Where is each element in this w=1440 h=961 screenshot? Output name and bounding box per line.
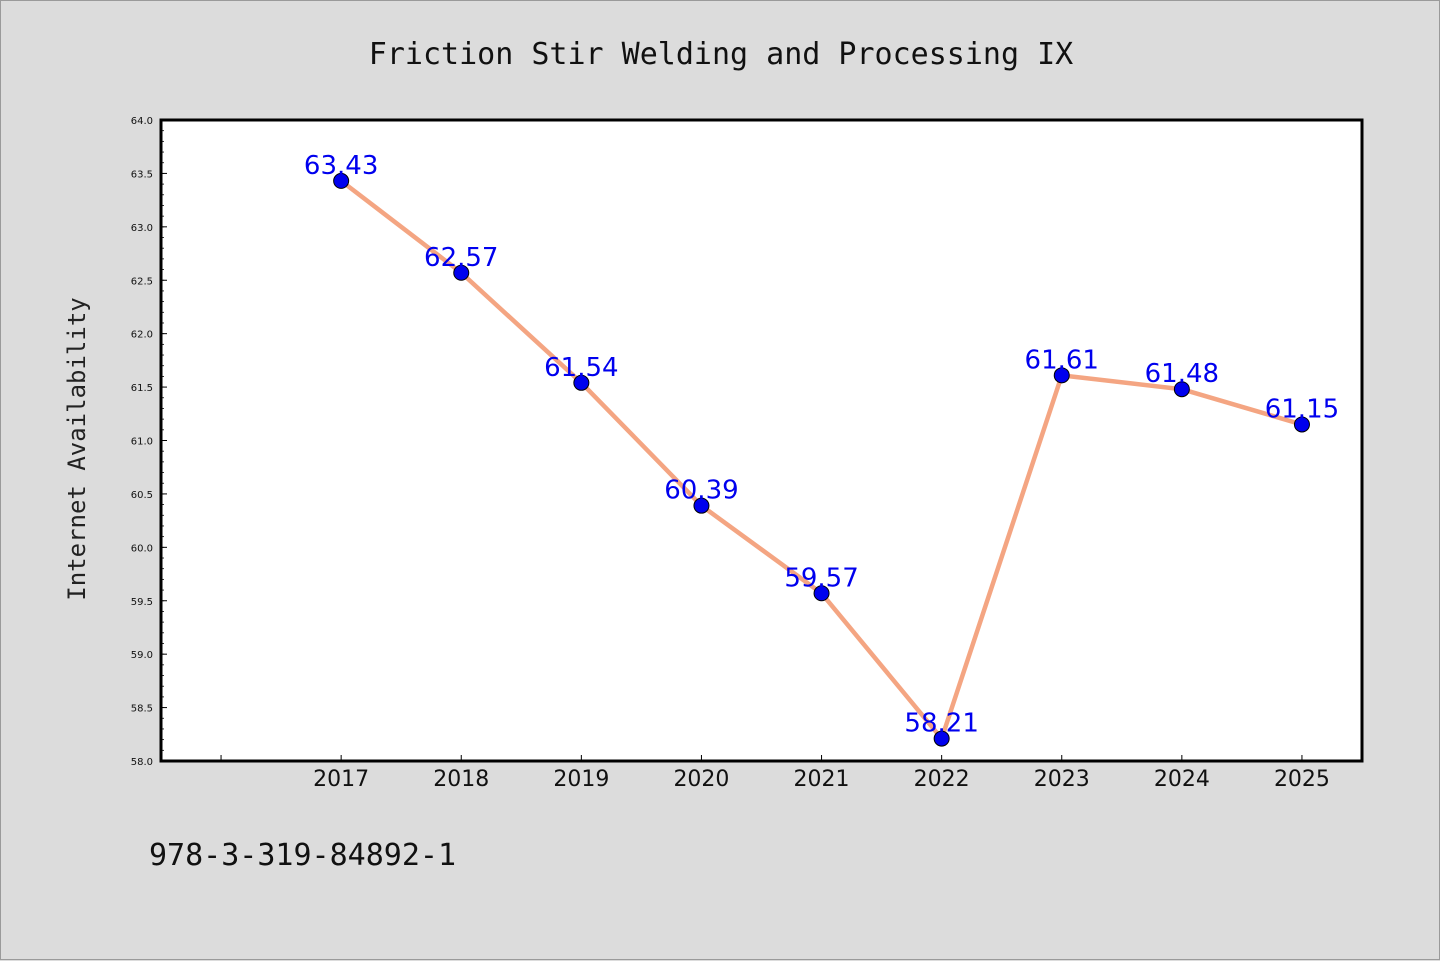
x-axis: 2017 2018 2019 2020 2021 2022 2023 2024 2025 xyxy=(220,755,1330,792)
y-tick-label: 59.0 xyxy=(131,650,153,661)
data-label: 60.39 xyxy=(664,476,738,506)
y-tick-label: 64.0 xyxy=(131,116,153,127)
y-tick-label: 59.5 xyxy=(131,597,153,608)
footer-isbn: 978-3-319-84892-1 xyxy=(149,838,456,873)
x-tick-label: 2019 xyxy=(553,767,609,792)
x-tick-label: 2018 xyxy=(433,767,489,792)
series-line-group xyxy=(333,172,1310,747)
data-label: 58.21 xyxy=(904,709,978,739)
x-tick-label: 2020 xyxy=(673,767,729,792)
data-label: 61.54 xyxy=(544,353,618,383)
x-tick-label: 2025 xyxy=(1274,767,1330,792)
y-tick-label: 58.5 xyxy=(131,704,153,715)
data-point xyxy=(1293,416,1310,433)
y-tick-label: 63.5 xyxy=(131,169,153,180)
data-point xyxy=(933,730,950,747)
y-tick-label: 58.0 xyxy=(131,757,153,768)
data-point xyxy=(1173,381,1190,398)
data-point xyxy=(1053,367,1070,384)
y-tick-label: 62.0 xyxy=(131,330,153,341)
data-label: 61.61 xyxy=(1025,345,1099,375)
x-tick-label: 2023 xyxy=(1034,767,1090,792)
plot-area xyxy=(161,120,1362,761)
data-point xyxy=(333,172,350,189)
plot-border xyxy=(159,118,1364,763)
y-tick-label: 60.5 xyxy=(131,490,153,501)
x-tick-label: 2022 xyxy=(914,767,970,792)
y-axis-label: Internet Availability xyxy=(63,297,91,600)
data-labels-group: 63.43 62.57 61.54 60.39 59.57 58.21 61.61 61.48… xyxy=(304,151,1339,739)
data-label: 62.57 xyxy=(424,243,498,273)
data-point xyxy=(813,585,830,602)
x-tick-label: 2021 xyxy=(794,767,850,792)
data-label: 59.57 xyxy=(784,563,858,593)
x-tick-label: 2024 xyxy=(1154,767,1210,792)
y-tick-label: 61.0 xyxy=(131,437,153,448)
data-point xyxy=(573,374,590,391)
data-label: 61.48 xyxy=(1145,359,1219,389)
y-tick-label: 63.0 xyxy=(131,223,153,234)
y-tick-label: 60.0 xyxy=(131,543,153,554)
data-point xyxy=(453,264,470,281)
x-tick-label: 2017 xyxy=(313,767,369,792)
y-tick-label: 61.5 xyxy=(131,383,153,394)
y-tick-label: 62.5 xyxy=(131,276,153,287)
chart-title: Friction Stir Welding and Processing IX xyxy=(369,37,1073,72)
data-label: 63.43 xyxy=(304,151,378,181)
data-point xyxy=(693,497,710,514)
data-label: 61.15 xyxy=(1265,394,1339,424)
